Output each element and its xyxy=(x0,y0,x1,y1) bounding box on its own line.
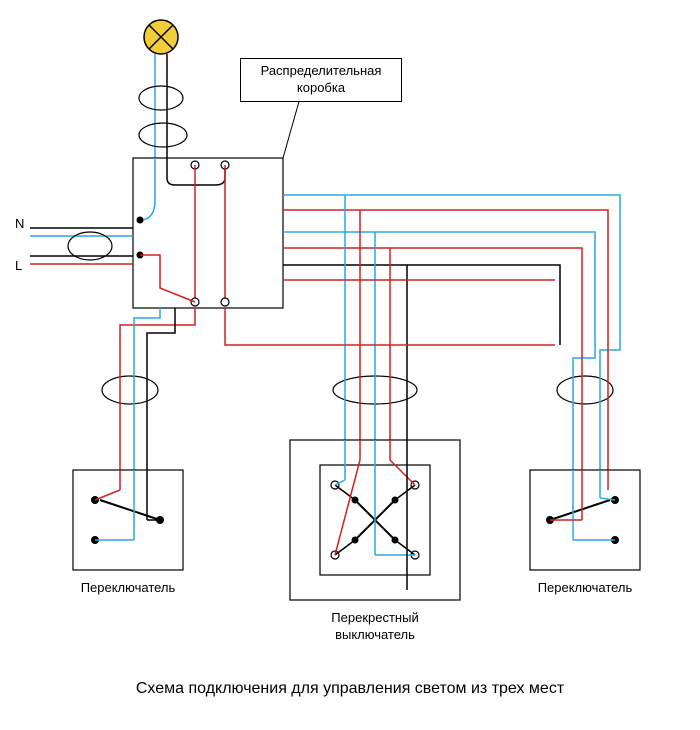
diagram-title: Схема подключения для управления светом … xyxy=(0,680,700,698)
switch-right xyxy=(530,470,640,570)
neutral-label: N xyxy=(15,216,24,233)
switch-right-label: Переключатель xyxy=(530,580,640,597)
switch-center-label: Перекрестный выключатель xyxy=(290,610,460,644)
live-label: L xyxy=(15,258,22,275)
junction-internals xyxy=(137,158,230,306)
lamp-icon xyxy=(144,20,178,54)
cable-ellipses xyxy=(68,86,613,404)
switch-center xyxy=(290,440,460,600)
switch-left xyxy=(73,470,183,570)
diagram-canvas: Распределительная коробка N L Переключат… xyxy=(0,0,700,730)
switch-left-label: Переключатель xyxy=(73,580,183,597)
junction-box-label: Распределительная коробка xyxy=(240,58,402,102)
label-callout xyxy=(283,98,300,158)
